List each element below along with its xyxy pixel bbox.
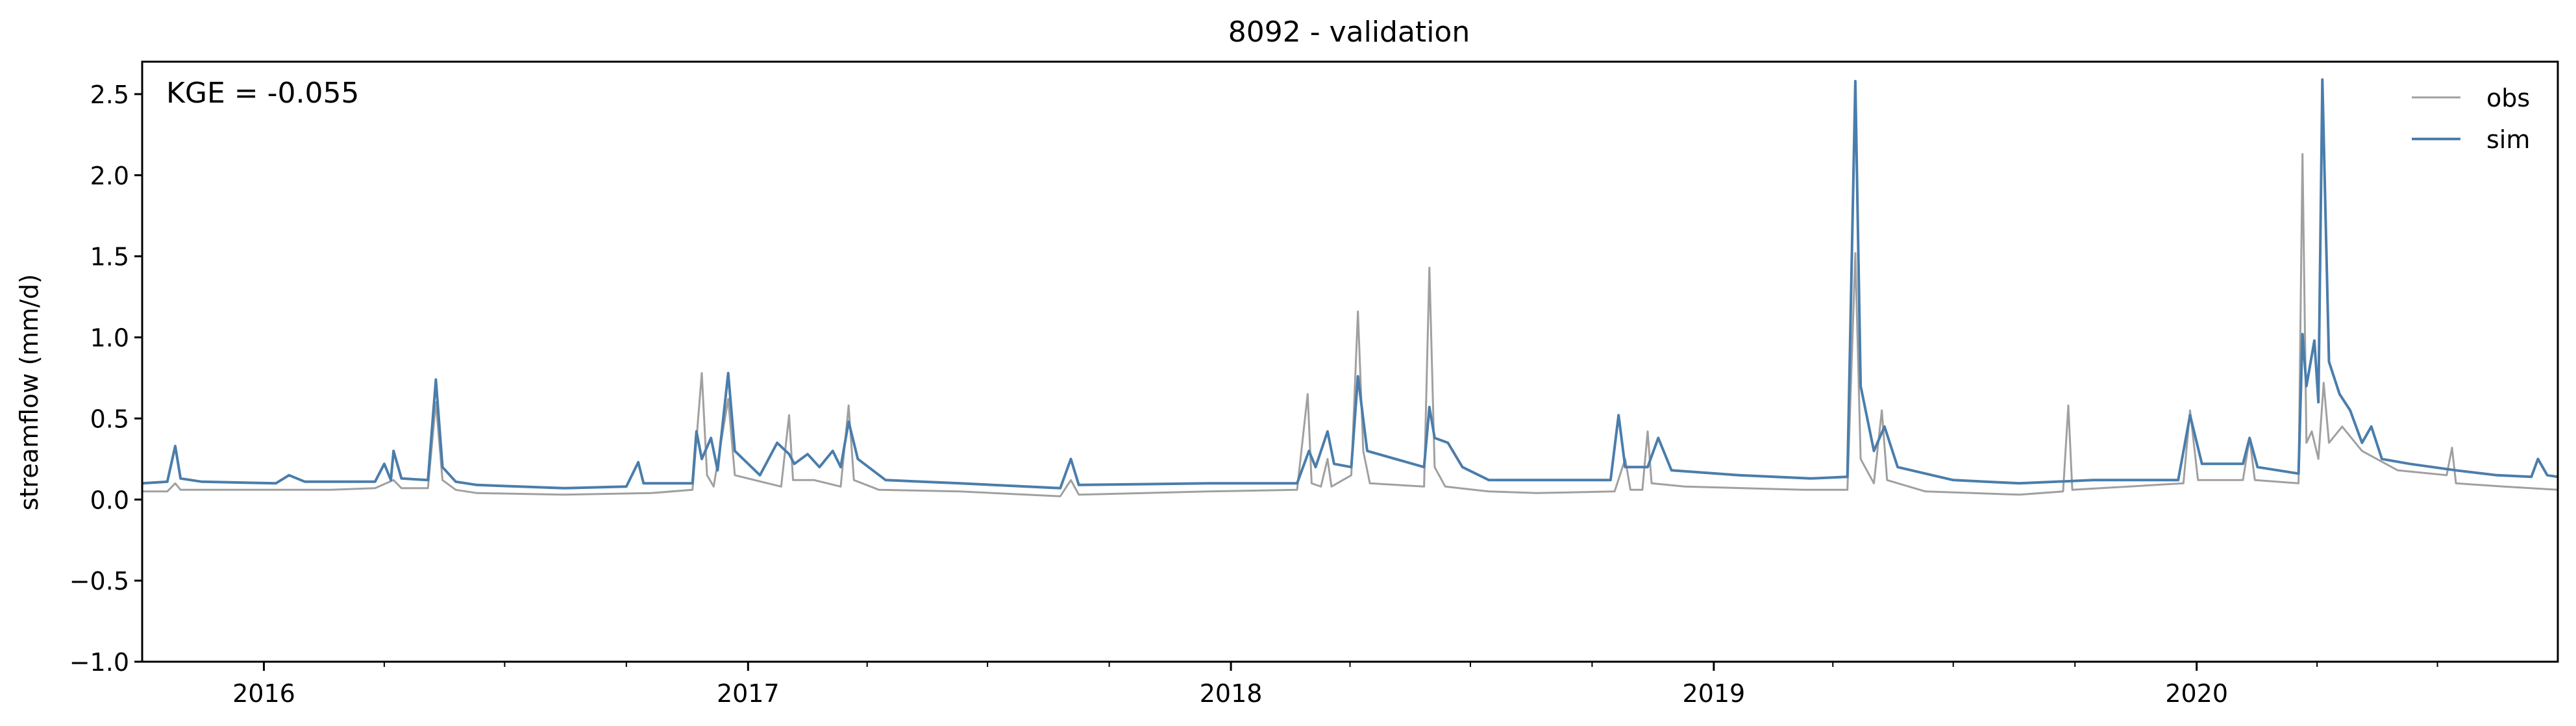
- legend-label-obs: obs: [2486, 84, 2530, 112]
- series-layer: [142, 78, 2558, 497]
- y-tick-label: 0.0: [90, 486, 129, 514]
- y-tick-label: 1.5: [90, 243, 129, 271]
- legend-label-sim: sim: [2486, 125, 2530, 154]
- series-line-obs: [142, 153, 2558, 497]
- x-tick-label: 2018: [1200, 679, 1263, 708]
- y-tick-label: 0.5: [90, 405, 129, 433]
- y-tick-label: −0.5: [69, 567, 129, 595]
- y-axis: −1.0 −0.5 0.0 0.5 1.0 1.5 2.0 2.5: [69, 81, 142, 677]
- x-tick-label: 2020: [2165, 679, 2228, 708]
- x-axis: 2016 2017 2018 2019 2020: [232, 662, 2438, 708]
- x-tick-label: 2016: [232, 679, 295, 708]
- y-tick-label: −1.0: [69, 648, 129, 677]
- plot-frame: [141, 60, 2559, 663]
- x-tick-label: 2019: [1683, 679, 1746, 708]
- y-tick-label: 1.0: [90, 324, 129, 353]
- series-line-sim: [142, 78, 2558, 490]
- y-tick-label: 2.0: [90, 162, 129, 190]
- kge-annotation: KGE = -0.055: [166, 77, 359, 110]
- chart-title: 8092 - validation: [1228, 16, 1470, 49]
- y-tick-label: 2.5: [90, 81, 129, 109]
- y-axis-label: streamflow (mm/d): [15, 274, 43, 510]
- x-tick-label: 2017: [717, 679, 780, 708]
- legend: obs sim: [2412, 84, 2530, 154]
